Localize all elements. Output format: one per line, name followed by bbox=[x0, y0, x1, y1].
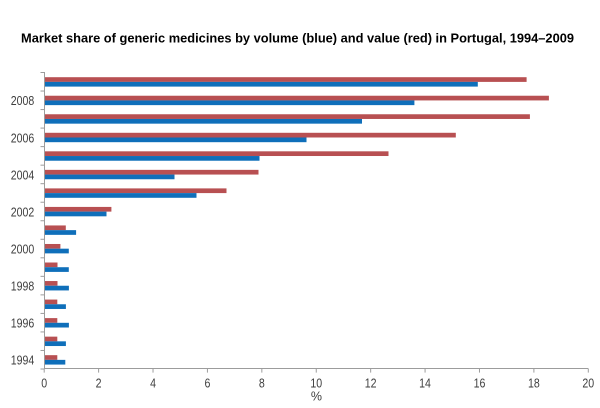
svg-text:1996: 1996 bbox=[11, 316, 35, 331]
svg-text:4: 4 bbox=[150, 376, 156, 391]
svg-text:0: 0 bbox=[41, 376, 47, 391]
svg-text:12: 12 bbox=[365, 376, 377, 391]
svg-text:2008: 2008 bbox=[11, 93, 35, 108]
svg-text:16: 16 bbox=[474, 376, 486, 391]
svg-text:14: 14 bbox=[419, 376, 431, 391]
svg-text:Market share of generic medici: Market share of generic medicines by vol… bbox=[21, 30, 574, 45]
svg-text:8: 8 bbox=[259, 376, 265, 391]
svg-text:10: 10 bbox=[310, 376, 322, 391]
svg-text:2004: 2004 bbox=[11, 167, 35, 182]
svg-text:2000: 2000 bbox=[11, 241, 35, 256]
svg-text:1994: 1994 bbox=[11, 353, 35, 368]
svg-text:%: % bbox=[311, 389, 322, 403]
svg-text:18: 18 bbox=[528, 376, 540, 391]
svg-text:2: 2 bbox=[96, 376, 102, 391]
svg-text:2002: 2002 bbox=[11, 204, 35, 219]
svg-text:1998: 1998 bbox=[11, 279, 35, 294]
svg-text:2006: 2006 bbox=[11, 130, 35, 145]
svg-text:20: 20 bbox=[582, 376, 594, 391]
svg-text:6: 6 bbox=[204, 376, 210, 391]
